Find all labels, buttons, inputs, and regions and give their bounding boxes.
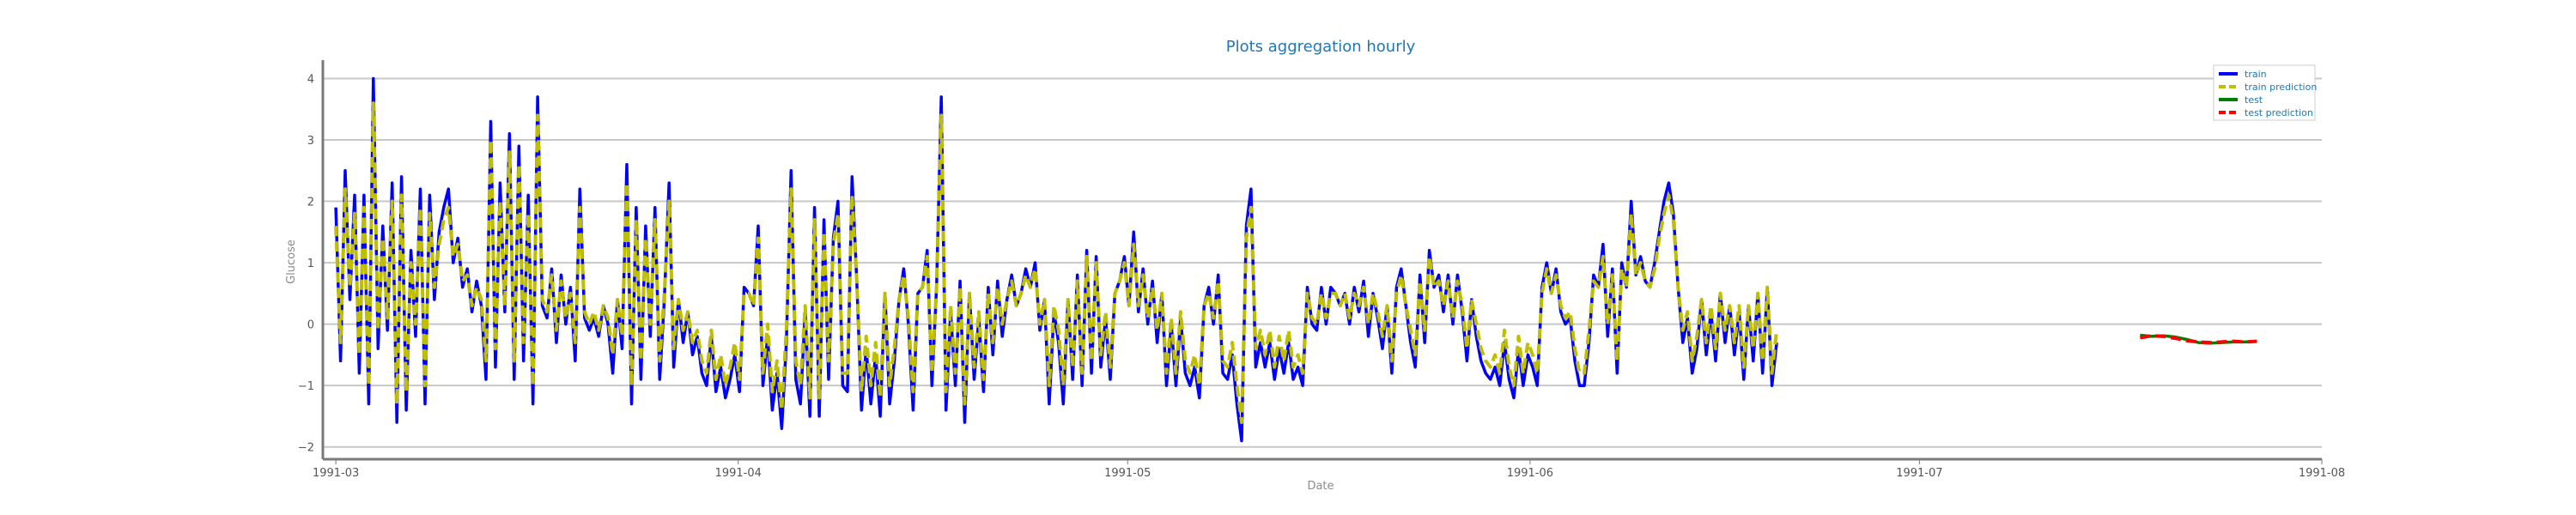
y-tick-label: 3 [307, 135, 314, 148]
x-axis-label: Date [1307, 480, 1334, 493]
y-axis-label: Glucose [285, 239, 298, 284]
series-line-train-prediction [334, 101, 1779, 425]
x-axis-ticks: 1991-03 1991-04 1991-05 1991-06 1991-07 1991-… [313, 459, 2345, 480]
legend-label-train: train [2245, 69, 2267, 80]
legend-label-test-prediction: test prediction [2245, 107, 2313, 118]
x-tick-label: 1991-08 [2299, 467, 2345, 480]
x-tick-label: 1991-04 [715, 467, 762, 480]
y-tick-label: 0 [307, 319, 314, 332]
x-tick-label: 1991-06 [1507, 467, 1553, 480]
series-line-train [334, 76, 1778, 443]
x-tick-label: 1991-03 [313, 467, 359, 480]
series-line-test-prediction [2140, 334, 2257, 345]
chart-title: Plots aggregation hourly [1226, 38, 1416, 56]
x-tick-label: 1991-05 [1104, 467, 1151, 480]
y-tick-label: −1 [298, 380, 314, 393]
y-tick-label: 1 [307, 258, 314, 270]
series-layer [334, 76, 2257, 443]
y-tick-label: 4 [307, 73, 314, 86]
legend: train train prediction test test predict… [2213, 64, 2317, 121]
x-tick-label: 1991-07 [1896, 467, 1942, 480]
legend-label-train-prediction: train prediction [2245, 82, 2317, 93]
y-tick-label: 2 [307, 197, 314, 209]
y-axis-ticks: −2 −1 0 1 2 3 4 [298, 73, 314, 454]
y-tick-label: −2 [298, 442, 314, 455]
legend-label-test: test [2245, 94, 2263, 106]
